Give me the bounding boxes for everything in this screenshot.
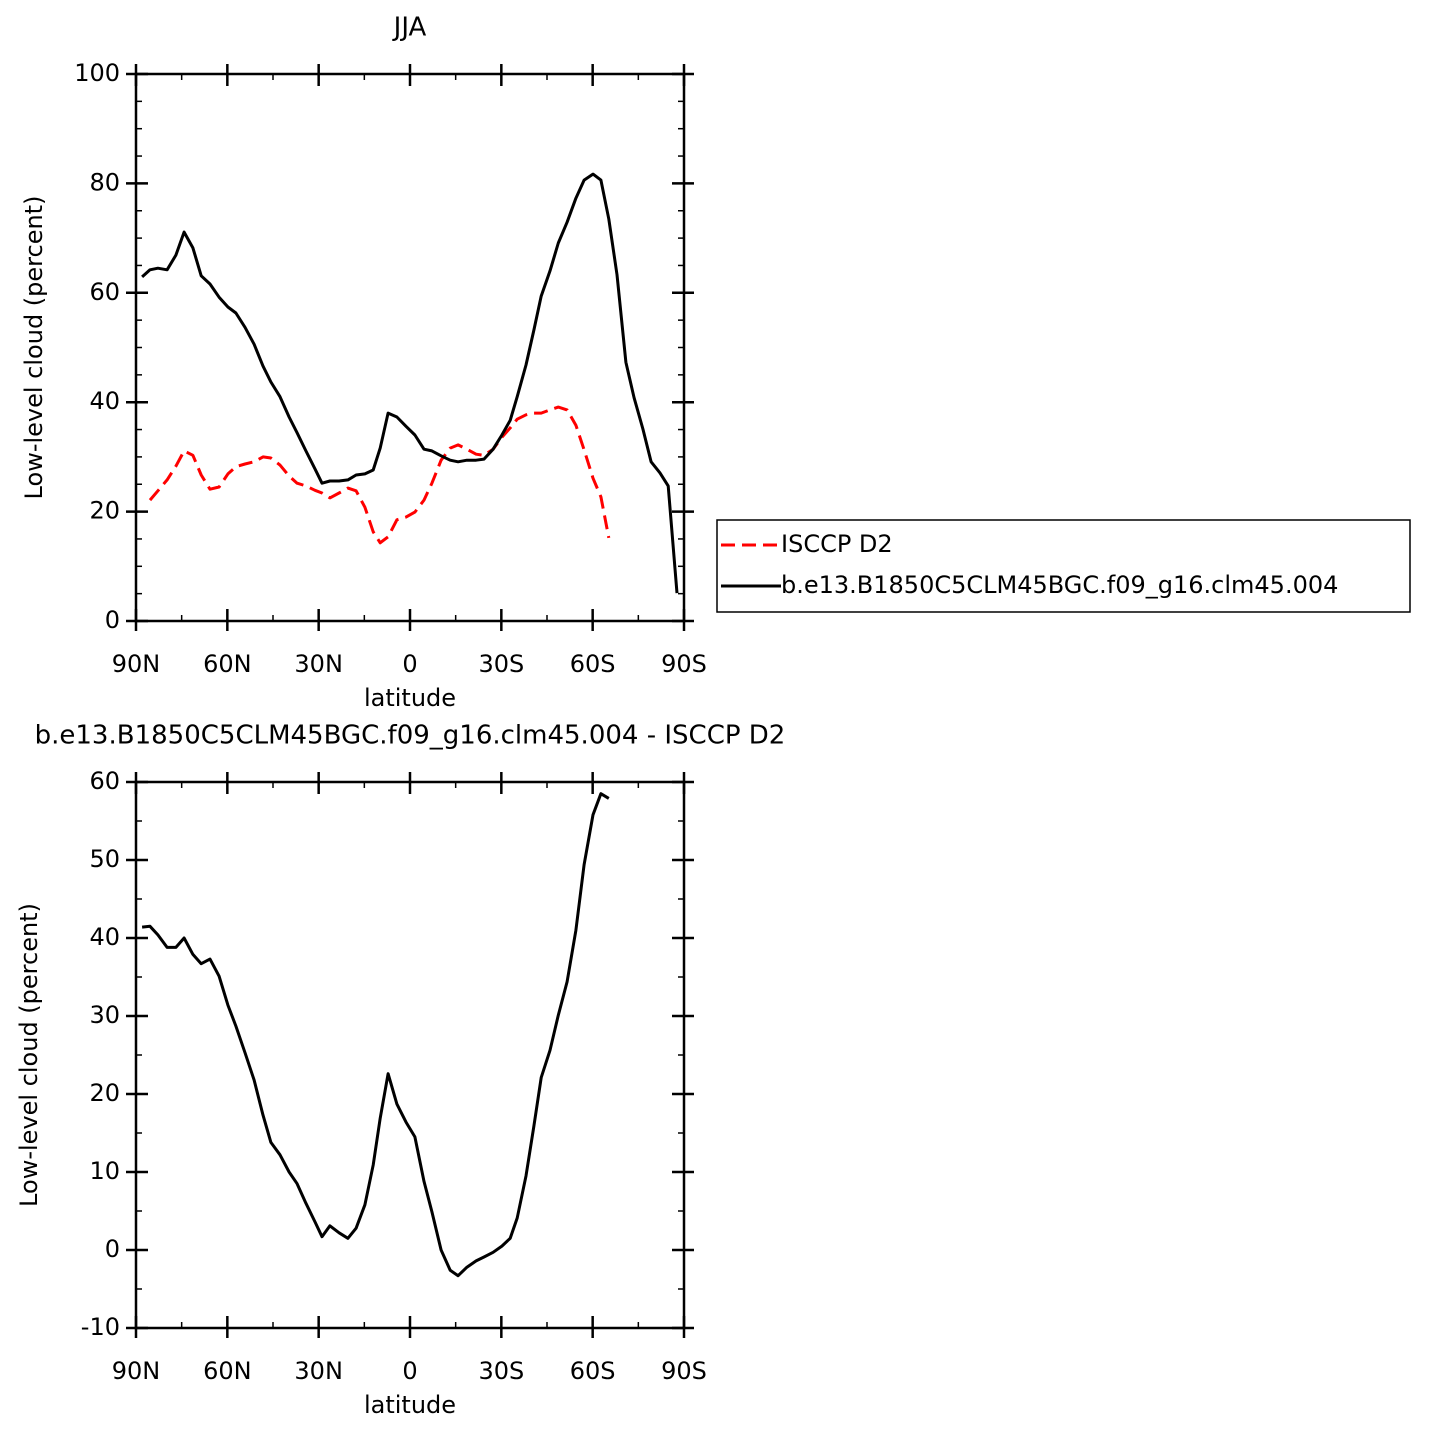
x-tick-label: 0 — [402, 1357, 417, 1385]
x-tick-label: 60N — [203, 650, 252, 678]
data-line — [141, 172, 679, 594]
x-axis-label: latitude — [364, 684, 456, 712]
legend-box — [716, 519, 1411, 613]
y-tick-label: 50 — [89, 845, 120, 873]
legend-label: ISCCP D2 — [781, 530, 893, 558]
x-tick-label: 60S — [570, 1357, 616, 1385]
data-line — [148, 405, 611, 545]
x-tick-label: 0 — [402, 650, 417, 678]
chart-title: b.e13.B1850C5CLM45BGC.f09_g16.clm45.004 … — [35, 721, 786, 751]
y-tick-label: 60 — [89, 767, 120, 795]
x-tick-label: 90N — [112, 1357, 161, 1385]
y-tick-label: -10 — [81, 1313, 120, 1341]
y-tick-label: 40 — [89, 387, 120, 415]
x-tick-label: 90N — [112, 650, 161, 678]
y-axis-label: Low-level cloud (percent) — [20, 196, 48, 500]
y-tick-label: 80 — [89, 168, 120, 196]
y-tick-label: 0 — [105, 1235, 120, 1263]
y-tick-label: 30 — [89, 1001, 120, 1029]
x-tick-label: 30S — [478, 650, 524, 678]
x-tick-label: 90S — [661, 650, 707, 678]
x-tick-label: 60S — [570, 650, 616, 678]
x-tick-label: 30S — [478, 1357, 524, 1385]
y-tick-label: 20 — [89, 1079, 120, 1107]
y-tick-label: 40 — [89, 923, 120, 951]
y-tick-label: 0 — [105, 606, 120, 634]
x-tick-label: 30N — [294, 650, 343, 678]
x-tick-label: 60N — [203, 1357, 252, 1385]
y-tick-label: 100 — [74, 59, 120, 87]
plot-frame — [134, 780, 686, 1330]
chart-title: JJA — [392, 13, 427, 43]
plot-frame — [134, 72, 686, 623]
x-tick-label: 30N — [294, 1357, 343, 1385]
data-line — [141, 792, 610, 1278]
x-tick-label: 90S — [661, 1357, 707, 1385]
y-axis-label: Low-level cloud (percent) — [15, 903, 43, 1207]
y-tick-label: 20 — [89, 497, 120, 525]
x-axis-label: latitude — [364, 1391, 456, 1419]
y-tick-label: 10 — [89, 1157, 120, 1185]
y-tick-label: 60 — [89, 278, 120, 306]
legend-label: b.e13.B1850C5CLM45BGC.f09_g16.clm45.004 — [781, 571, 1338, 599]
